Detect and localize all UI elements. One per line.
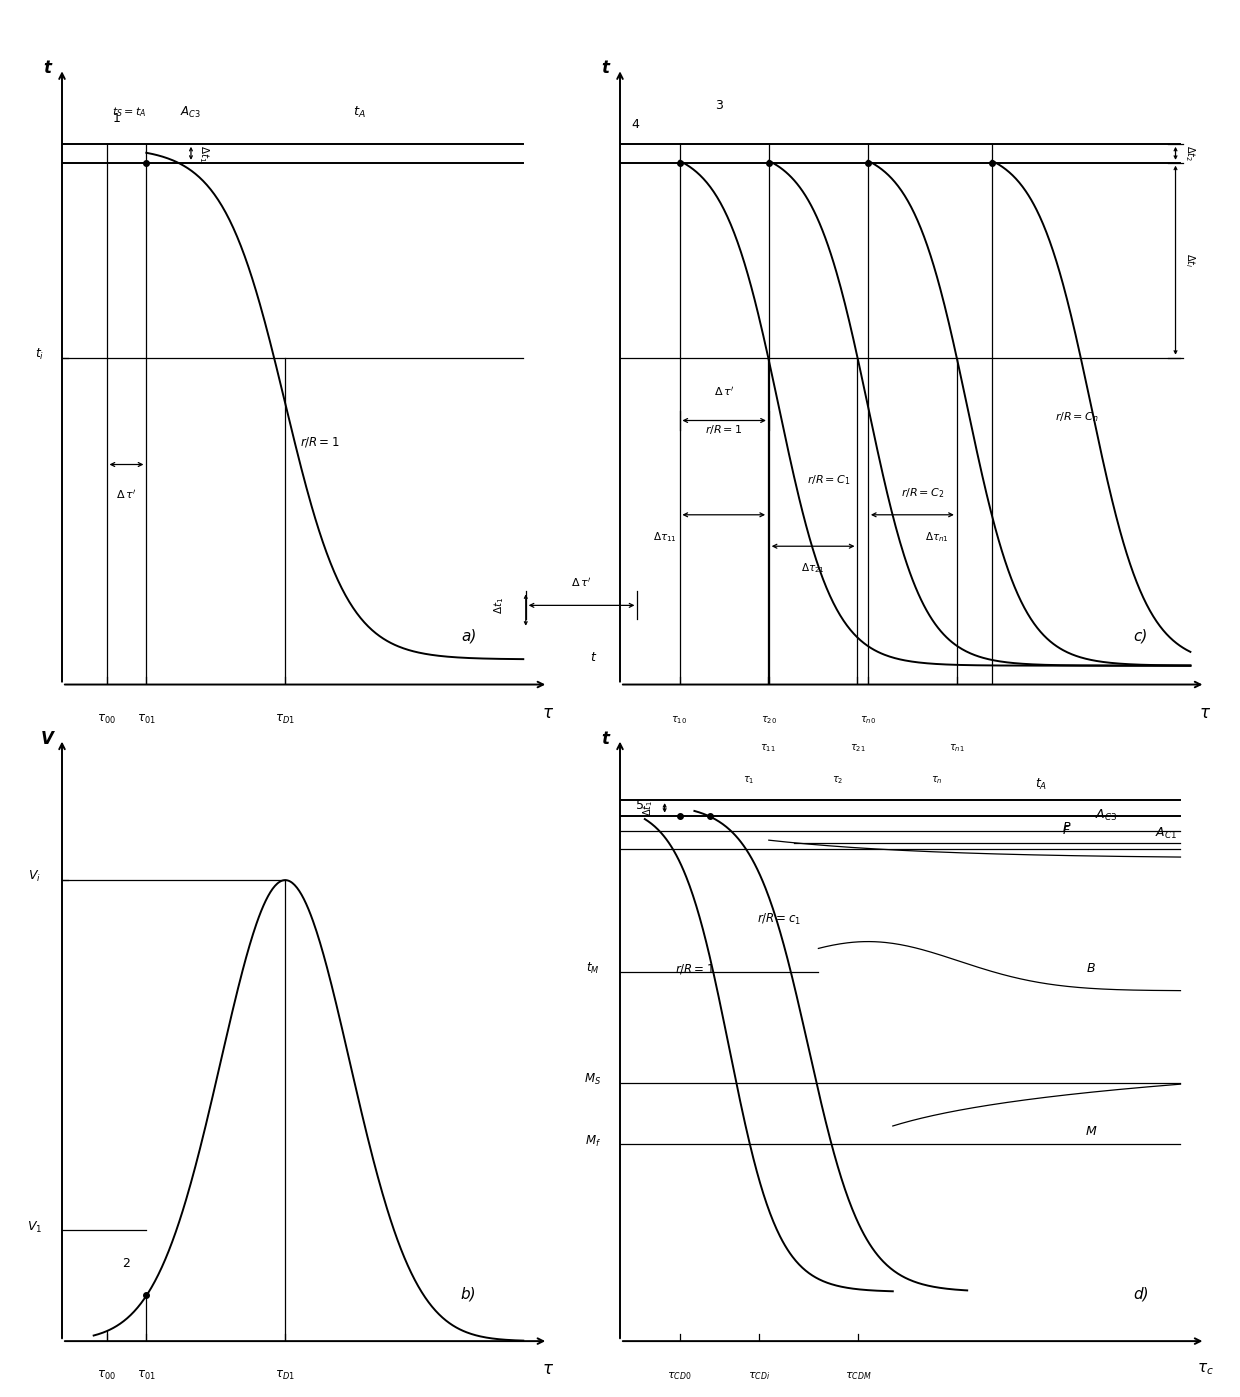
Text: $\tau_{01}$: $\tau_{01}$ — [136, 1369, 156, 1382]
Text: $V_1$: $V_1$ — [27, 1220, 42, 1235]
Text: $\tau_{10}$: $\tau_{10}$ — [672, 714, 687, 726]
Text: $V_i$: $V_i$ — [29, 869, 41, 884]
Text: $\Delta\tau_{n1}$: $\Delta\tau_{n1}$ — [925, 529, 949, 543]
Text: $\tau_{D1}$: $\tau_{D1}$ — [275, 714, 295, 726]
Text: $r/R=C_2$: $r/R=C_2$ — [901, 486, 944, 500]
Text: $\tau_{00}$: $\tau_{00}$ — [97, 1369, 117, 1382]
Text: $\tau_{n}$: $\tau_{n}$ — [931, 774, 944, 785]
Text: $M_f$: $M_f$ — [585, 1133, 600, 1148]
Text: F: F — [1063, 824, 1070, 837]
Text: $\tau_{21}$: $\tau_{21}$ — [849, 743, 866, 754]
Text: t: t — [601, 60, 609, 77]
Text: $\tau_{CD0}$: $\tau_{CD0}$ — [667, 1370, 692, 1382]
Text: $\Delta\,\tau'$: $\Delta\,\tau'$ — [714, 384, 734, 398]
Text: $t_i$: $t_i$ — [35, 346, 45, 362]
Text: $r/R=1$: $r/R=1$ — [300, 434, 340, 450]
Text: V: V — [41, 729, 53, 747]
Text: P: P — [1063, 821, 1070, 834]
Text: $\tau_{D1}$: $\tau_{D1}$ — [275, 1369, 295, 1382]
Text: $\tau$: $\tau$ — [542, 704, 554, 722]
Text: $\tau$: $\tau$ — [542, 1359, 554, 1377]
Text: t: t — [601, 729, 609, 747]
Text: $M_S$: $M_S$ — [584, 1071, 601, 1087]
Text: $\Delta t_1$: $\Delta t_1$ — [197, 145, 211, 162]
Text: $\tau$: $\tau$ — [1199, 704, 1211, 722]
Text: t: t — [590, 651, 595, 664]
Text: 3: 3 — [715, 99, 723, 112]
Text: c): c) — [1133, 629, 1148, 644]
Text: $\tau_{n0}$: $\tau_{n0}$ — [861, 714, 875, 726]
Text: $\tau_{1}$: $\tau_{1}$ — [743, 774, 754, 785]
Text: $\Delta t_2$: $\Delta t_2$ — [1183, 145, 1197, 161]
Text: $t_M$: $t_M$ — [587, 961, 599, 977]
Text: $\Delta t_1$: $\Delta t_1$ — [641, 800, 655, 816]
Text: $\Delta t_i$: $\Delta t_i$ — [1183, 253, 1197, 267]
Text: $r/R=C_n$: $r/R=C_n$ — [1054, 411, 1099, 425]
Text: $r/R=c_1$: $r/R=c_1$ — [756, 912, 801, 928]
Text: d): d) — [1133, 1287, 1148, 1301]
Text: a): a) — [461, 629, 476, 644]
Text: t: t — [43, 60, 51, 77]
Text: $\tau_{CDM}$: $\tau_{CDM}$ — [844, 1370, 872, 1382]
Text: $\tau_{2}$: $\tau_{2}$ — [832, 774, 843, 785]
Text: 5: 5 — [636, 799, 644, 813]
Text: $t_A$: $t_A$ — [1035, 777, 1048, 792]
Text: $r/R=C_1$: $r/R=C_1$ — [806, 474, 851, 488]
Text: $\tau_{CDi}$: $\tau_{CDi}$ — [748, 1370, 770, 1382]
Text: 1: 1 — [113, 112, 120, 124]
Text: $\tau_{00}$: $\tau_{00}$ — [97, 714, 117, 726]
Text: $\tau_c$: $\tau_c$ — [1197, 1361, 1214, 1376]
Text: $t_A$: $t_A$ — [353, 105, 366, 120]
Text: B: B — [1087, 963, 1095, 975]
Text: $r/R=1$: $r/R=1$ — [675, 961, 714, 977]
Text: $A_{C3}$: $A_{C3}$ — [1095, 807, 1117, 823]
Text: 2: 2 — [123, 1257, 130, 1270]
Text: 4: 4 — [631, 119, 639, 131]
Text: $\Delta\tau_{11}$: $\Delta\tau_{11}$ — [652, 529, 677, 543]
Text: $t_S=t_A$: $t_S=t_A$ — [112, 106, 146, 119]
Text: $r/R=1$: $r/R=1$ — [706, 423, 743, 436]
Text: $\tau_{n1}$: $\tau_{n1}$ — [949, 743, 965, 754]
Text: b): b) — [461, 1287, 476, 1301]
Text: $\Delta\tau_{21}$: $\Delta\tau_{21}$ — [801, 562, 825, 576]
Text: $A_{C3}$: $A_{C3}$ — [181, 105, 201, 120]
Text: $\tau_{01}$: $\tau_{01}$ — [136, 714, 156, 726]
Text: $\Delta\,\tau'$: $\Delta\,\tau'$ — [572, 576, 591, 590]
Text: $\tau_{11}$: $\tau_{11}$ — [760, 743, 776, 754]
Text: $A_{C1}$: $A_{C1}$ — [1154, 826, 1177, 841]
Text: $\Delta\,\tau'$: $\Delta\,\tau'$ — [117, 489, 136, 502]
Text: $\Delta t_1$: $\Delta t_1$ — [492, 597, 506, 613]
Text: M: M — [1086, 1125, 1096, 1139]
Text: $\tau_{20}$: $\tau_{20}$ — [761, 714, 776, 726]
